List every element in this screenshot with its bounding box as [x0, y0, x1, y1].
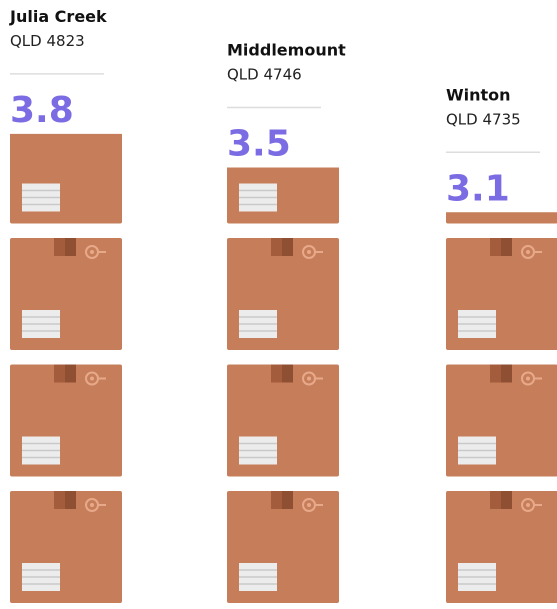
box-tape-light	[501, 238, 512, 256]
box-tape-light	[65, 364, 76, 383]
box-icon-dot	[526, 250, 530, 254]
box	[227, 364, 339, 477]
box-icon	[303, 120, 315, 132]
box	[10, 120, 122, 224]
box-tape-light	[282, 238, 293, 256]
pictogram-column	[10, 120, 122, 603]
box	[227, 238, 339, 350]
box-tape-light	[65, 491, 76, 509]
category-subtitle: QLD 4823	[10, 32, 85, 50]
value-label: 3.8	[10, 90, 74, 131]
box	[446, 491, 557, 603]
box-tape-light	[282, 491, 293, 509]
category-subtitle: QLD 4735	[446, 110, 521, 128]
category-name: Julia Creek	[9, 7, 107, 26]
box	[10, 491, 122, 603]
box	[10, 364, 122, 477]
category-name: Winton	[446, 85, 511, 104]
value-label: 3.1	[446, 168, 510, 209]
box-icon-dot	[307, 250, 311, 254]
box	[227, 491, 339, 603]
box-icon	[86, 120, 98, 132]
box-icon-dot	[526, 503, 530, 507]
box-icon-dot	[526, 376, 530, 381]
box-icon	[522, 120, 534, 132]
partial-box	[446, 120, 557, 224]
value-label: 3.5	[227, 124, 291, 165]
partial-box	[227, 120, 339, 224]
box	[227, 120, 339, 224]
box-icon-dot	[307, 503, 311, 507]
category-name: Middlemount	[227, 41, 346, 60]
pictogram-column	[227, 120, 339, 603]
box-tape-light	[501, 491, 512, 509]
box-icon-dot	[90, 124, 94, 128]
pictogram-column	[446, 120, 557, 603]
box-tape-light	[65, 238, 76, 256]
box	[446, 364, 557, 477]
box	[446, 120, 557, 224]
box	[446, 238, 557, 350]
box-icon-dot	[90, 503, 94, 507]
box-icon-dot	[307, 124, 311, 128]
box-icon-dot	[90, 250, 94, 254]
box-icon-dot	[526, 124, 530, 128]
category-subtitle: QLD 4746	[227, 66, 302, 84]
box-body	[446, 212, 557, 224]
box-tape-light	[282, 364, 293, 383]
box-tape-light	[501, 364, 512, 383]
box-icon-dot	[307, 376, 311, 381]
box	[10, 238, 122, 350]
box-icon-dot	[90, 376, 94, 381]
partial-box	[10, 120, 122, 224]
